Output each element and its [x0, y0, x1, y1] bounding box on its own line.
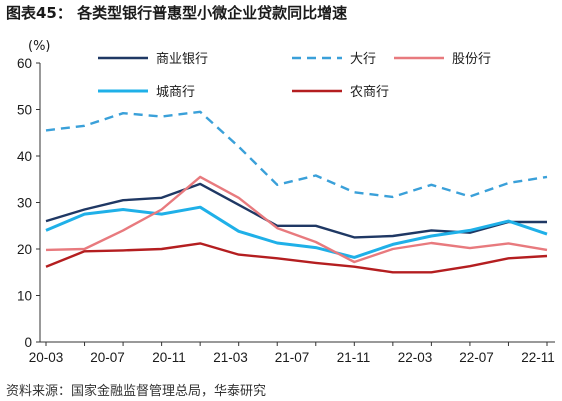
- x-tick-label: 21-03: [213, 350, 248, 365]
- series-line-5: [45, 242, 548, 274]
- x-tick-label: 20-11: [152, 350, 186, 365]
- x-tick-label: 20-03: [29, 350, 64, 365]
- x-tick-label: 22-07: [459, 350, 494, 365]
- legend-label-5: 农商行: [350, 85, 389, 100]
- legend-label-2: 大行: [350, 52, 376, 67]
- source-note: 资料来源：国家金融监督管理总局，华泰研究: [6, 384, 267, 399]
- y-tick-label: 50: [17, 103, 32, 118]
- y-tick-label: 0: [24, 335, 32, 350]
- y-axis-unit: (%): [28, 39, 51, 54]
- x-tick-label: 21-07: [275, 350, 310, 365]
- y-axis: 0 10 20 30 40 50 60: [17, 56, 41, 350]
- legend-label-1: 商业银行: [156, 52, 208, 67]
- series-lines: [45, 110, 548, 274]
- y-tick-label: 60: [17, 56, 32, 71]
- x-axis: 20-03 20-07 20-11 21-03 21-07 21-11 22-03 22-07…: [29, 341, 555, 365]
- y-tick-label: 20: [17, 242, 32, 257]
- series-line-2: [45, 110, 548, 199]
- chart-title: 图表45： 各类型银行普惠型小微企业贷款同比增速: [6, 4, 348, 22]
- x-tick-label: 22-03: [398, 350, 433, 365]
- legend-label-3: 股份行: [452, 52, 491, 67]
- x-tick-label: 21-11: [337, 350, 371, 365]
- y-tick-label: 30: [17, 196, 32, 211]
- series-line-3: [45, 175, 548, 264]
- x-tick-label: 22-11: [521, 350, 555, 365]
- x-tick-label: 20-07: [90, 350, 125, 365]
- series-line-4: [45, 205, 548, 259]
- y-tick-label: 10: [17, 289, 32, 304]
- y-tick-label: 40: [17, 149, 32, 164]
- legend-label-4: 城商行: [156, 85, 195, 100]
